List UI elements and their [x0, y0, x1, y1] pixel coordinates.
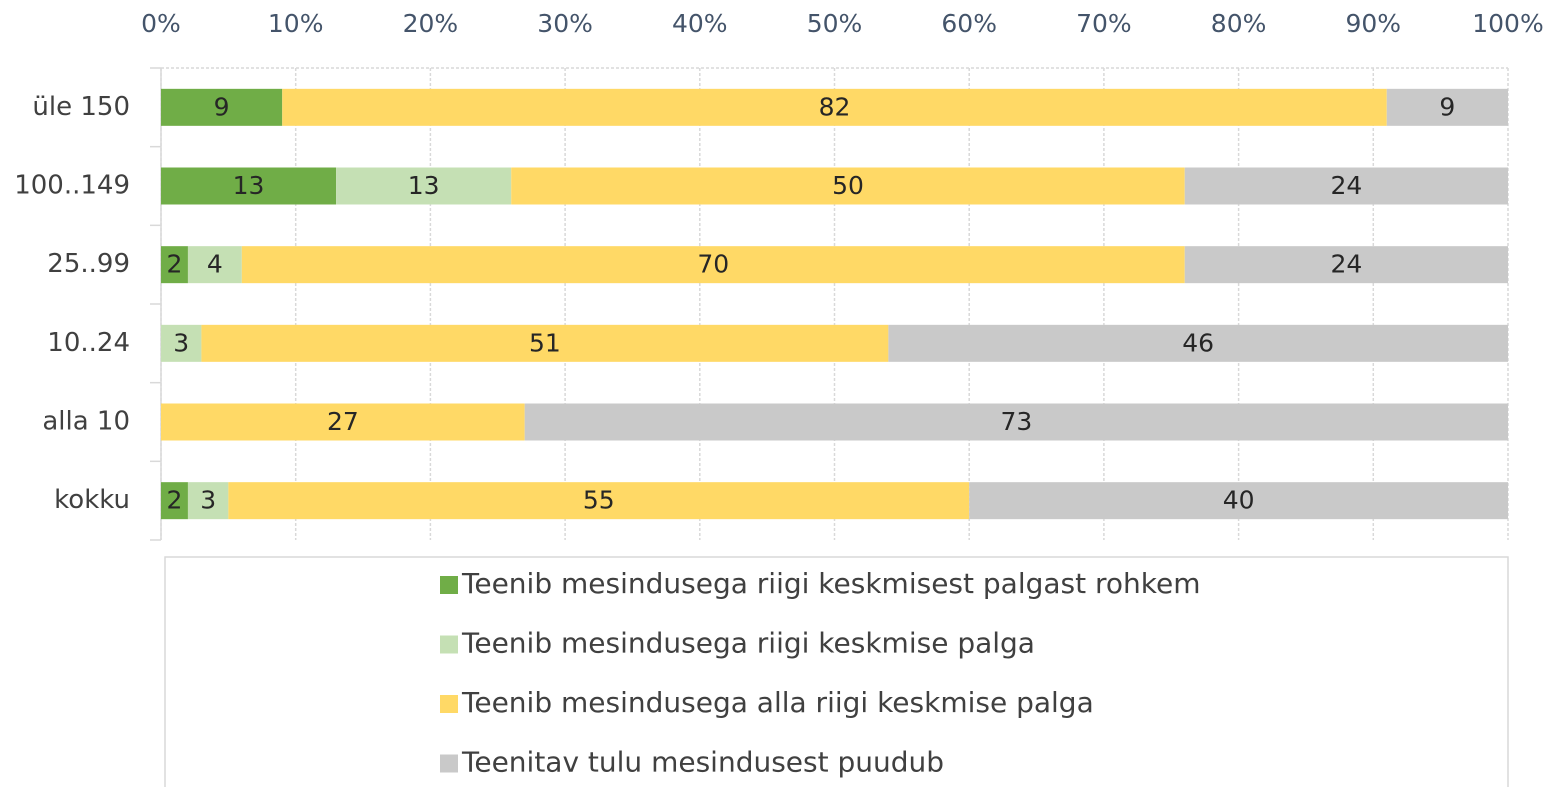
legend-label: Teenib mesindusega riigi keskmisest palg… [461, 567, 1201, 600]
legend-label: Teenib mesindusega riigi keskmise palga [461, 627, 1035, 660]
x-tick-label: 70% [1076, 9, 1132, 38]
data-label: 2 [167, 250, 183, 279]
bar-segment [228, 482, 970, 520]
bar-segment [1184, 167, 1508, 205]
data-label: 55 [583, 486, 615, 515]
data-label: 9 [1439, 92, 1455, 121]
data-label: 13 [408, 171, 440, 200]
bar-segment [201, 324, 889, 362]
data-label: 2 [167, 486, 183, 515]
x-tick-label: 40% [672, 9, 728, 38]
bar-segment [511, 167, 1185, 205]
legend-label: Teenib mesindusega alla riigi keskmise p… [461, 686, 1094, 719]
x-tick-label: 30% [537, 9, 593, 38]
bar-segment [1184, 246, 1508, 284]
category-label: kokku [54, 485, 130, 515]
bar-segment [241, 246, 1185, 284]
legend-swatch [440, 635, 458, 654]
data-label: 73 [1000, 407, 1032, 436]
data-label: 40 [1223, 486, 1255, 515]
x-tick-label: 100% [1472, 9, 1543, 38]
bar-segment [161, 88, 283, 126]
x-tick-label: 50% [807, 9, 863, 38]
category-label: 10..24 [47, 328, 130, 358]
bar-segment [969, 482, 1508, 520]
bar-segment [161, 324, 202, 362]
bar-segment [161, 167, 337, 205]
data-label: 9 [214, 92, 230, 121]
legend-swatch [440, 695, 458, 713]
bar-segment [888, 324, 1508, 362]
data-label: 24 [1330, 250, 1362, 279]
bar-segment [161, 246, 188, 284]
data-label: 3 [173, 328, 189, 357]
legend-swatch [440, 576, 458, 594]
data-label: 70 [697, 250, 729, 279]
category-label: alla 10 [42, 407, 130, 437]
data-label: 82 [819, 92, 851, 121]
data-label: 27 [327, 407, 359, 436]
data-label: 50 [832, 171, 864, 200]
x-tick-label: 10% [268, 9, 324, 38]
legend-box [164, 556, 1509, 787]
category-label: üle 150 [32, 92, 130, 122]
data-label: 46 [1182, 328, 1214, 357]
bar-segment [187, 246, 242, 284]
x-tick-label: 20% [403, 9, 459, 38]
x-tick-label: 60% [941, 9, 997, 38]
bar-segment [161, 403, 525, 441]
bar-segment [524, 403, 1508, 441]
legend-label: Teenitav tulu mesindusest puudub [461, 746, 944, 779]
category-label: 100..149 [14, 171, 130, 201]
x-tick-label: 0% [141, 9, 181, 38]
data-label: 3 [200, 486, 216, 515]
data-label: 24 [1330, 171, 1362, 200]
legend-swatch [440, 754, 458, 773]
data-label: 13 [233, 171, 265, 200]
data-label: 4 [207, 250, 223, 279]
bar-segment [161, 482, 188, 520]
category-label: 25..99 [47, 249, 130, 279]
x-tick-label: 90% [1346, 9, 1402, 38]
x-tick-label: 80% [1211, 9, 1267, 38]
bar-segment [187, 482, 229, 520]
bar-segment [1386, 88, 1508, 126]
data-label: 51 [529, 328, 561, 357]
bar-segment [336, 167, 512, 205]
bar-segment [282, 88, 1387, 126]
